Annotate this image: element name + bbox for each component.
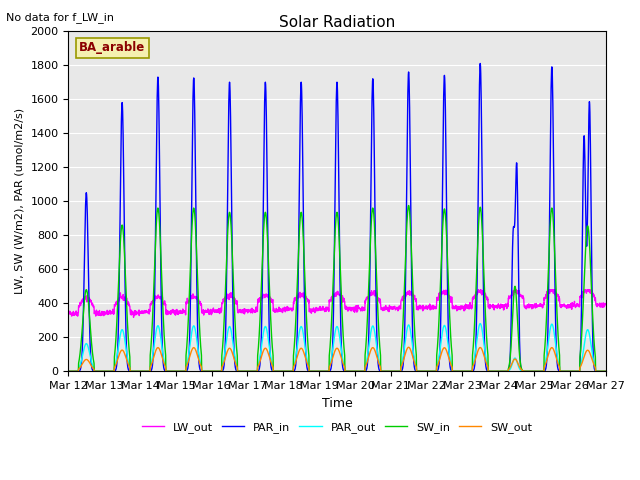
Line: PAR_out: PAR_out: [68, 324, 605, 372]
PAR_out: [476, 321, 484, 326]
Title: Solar Radiation: Solar Radiation: [279, 15, 395, 30]
LW_out: [602, 301, 609, 307]
PAR_out: [602, 369, 609, 374]
SW_in: [554, 332, 562, 338]
PAR_out: [569, 369, 577, 374]
LW_out: [353, 304, 360, 310]
LW_out: [214, 306, 222, 312]
SW_out: [554, 361, 562, 367]
Legend: LW_out, PAR_in, PAR_out, SW_in, SW_out: LW_out, PAR_in, PAR_out, SW_in, SW_out: [138, 418, 536, 437]
SW_out: [569, 369, 577, 374]
LW_out: [493, 305, 501, 311]
PAR_out: [554, 358, 562, 364]
PAR_out: [352, 369, 360, 374]
SW_in: [569, 369, 577, 374]
SW_in: [364, 306, 372, 312]
Line: SW_out: SW_out: [68, 347, 605, 372]
SW_in: [352, 369, 360, 374]
SW_out: [65, 369, 72, 374]
PAR_in: [476, 60, 484, 66]
LW_out: [475, 287, 483, 292]
X-axis label: Time: Time: [322, 396, 353, 409]
SW_in: [214, 369, 222, 374]
LW_out: [554, 293, 562, 299]
SW_out: [602, 369, 609, 374]
SW_in: [404, 203, 412, 208]
Text: No data for f_LW_in: No data for f_LW_in: [6, 12, 115, 23]
SW_in: [493, 369, 500, 374]
PAR_out: [214, 369, 222, 374]
SW_out: [214, 369, 222, 374]
Text: BA_arable: BA_arable: [79, 41, 145, 54]
PAR_in: [493, 369, 500, 374]
PAR_in: [554, 366, 562, 372]
LW_out: [570, 301, 577, 307]
PAR_out: [364, 351, 372, 357]
LW_out: [130, 314, 138, 320]
LW_out: [364, 294, 372, 300]
Y-axis label: LW, SW (W/m2), PAR (umol/m2/s): LW, SW (W/m2), PAR (umol/m2/s): [15, 108, 25, 294]
PAR_in: [352, 369, 360, 374]
PAR_in: [214, 369, 222, 374]
SW_in: [602, 369, 609, 374]
PAR_out: [65, 369, 72, 374]
LW_out: [65, 310, 72, 316]
PAR_in: [65, 369, 72, 374]
SW_out: [352, 369, 360, 374]
PAR_in: [364, 356, 372, 362]
Line: PAR_in: PAR_in: [68, 63, 605, 372]
PAR_in: [602, 369, 609, 374]
SW_out: [404, 344, 412, 350]
PAR_in: [569, 369, 577, 374]
Line: LW_out: LW_out: [68, 289, 605, 317]
SW_out: [493, 369, 500, 374]
Line: SW_in: SW_in: [68, 205, 605, 372]
SW_out: [364, 357, 372, 363]
SW_in: [65, 369, 72, 374]
PAR_out: [493, 369, 500, 374]
